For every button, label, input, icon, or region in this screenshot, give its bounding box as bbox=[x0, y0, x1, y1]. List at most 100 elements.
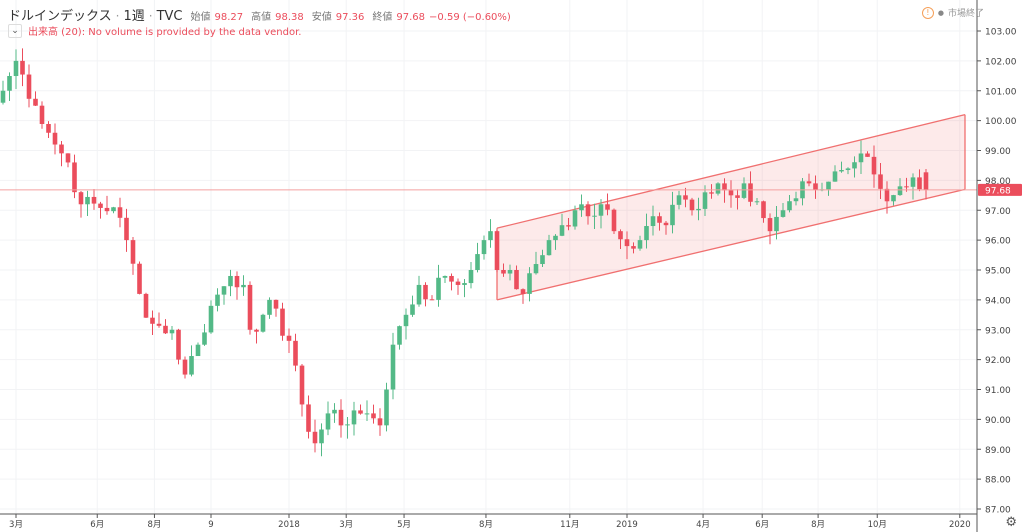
close-value: 97.68 bbox=[396, 12, 426, 23]
settings-gear-icon[interactable]: ⚙ bbox=[1005, 515, 1017, 530]
candle-body bbox=[527, 273, 532, 294]
volume-message: 出来高 (20): No volume is provided by the d… bbox=[28, 27, 302, 38]
source: TVC bbox=[156, 9, 183, 24]
candle-body bbox=[364, 413, 370, 415]
candle-body bbox=[644, 226, 649, 241]
candle-body bbox=[46, 123, 51, 133]
candle-body bbox=[832, 171, 838, 182]
candle-body bbox=[254, 329, 259, 332]
candle-body bbox=[676, 195, 682, 205]
time-tick-label: 3月 bbox=[339, 520, 353, 530]
price-tick-label: 103.00 bbox=[985, 28, 1017, 38]
candle-body bbox=[813, 183, 818, 191]
candle-body bbox=[507, 270, 513, 274]
candle-body bbox=[559, 225, 565, 236]
candle-body bbox=[260, 314, 266, 332]
candle-body bbox=[130, 240, 136, 264]
candle-body bbox=[247, 284, 253, 330]
candle-body bbox=[891, 195, 896, 202]
candle-body bbox=[33, 98, 38, 106]
time-tick-label: 8月 bbox=[479, 520, 493, 530]
candle-body bbox=[546, 240, 552, 256]
time-tick-label: 3月 bbox=[9, 520, 23, 530]
candle-body bbox=[754, 201, 760, 203]
candle-body bbox=[728, 190, 734, 196]
candle-body bbox=[26, 74, 32, 99]
candle-body bbox=[631, 246, 636, 249]
time-tick-label: 2018 bbox=[278, 520, 300, 530]
candle-body bbox=[637, 240, 643, 249]
last-price-label: 97.68 bbox=[985, 186, 1011, 196]
candle-body bbox=[423, 284, 428, 300]
status-dot-icon: ● bbox=[937, 8, 944, 17]
price-tick-label: 92.00 bbox=[985, 356, 1011, 366]
candle-body bbox=[767, 218, 773, 232]
candle-body bbox=[410, 304, 415, 315]
price-tick-label: 89.00 bbox=[985, 446, 1011, 456]
candle-body bbox=[85, 196, 90, 205]
candle-body bbox=[455, 281, 461, 285]
time-tick-label: 2019 bbox=[616, 520, 638, 530]
price-tick-label: 87.00 bbox=[985, 506, 1011, 516]
change-value: −0.59 (−0.60%) bbox=[429, 12, 511, 23]
candle-body bbox=[709, 192, 714, 194]
price-axis bbox=[977, 0, 1024, 532]
candle-body bbox=[436, 277, 441, 300]
candle-body bbox=[488, 231, 493, 241]
price-tick-label: 95.00 bbox=[985, 267, 1011, 277]
symbol-title: ドルインデックス bbox=[8, 9, 112, 24]
candle-body bbox=[442, 275, 448, 278]
candle-body bbox=[241, 284, 246, 288]
candle-body bbox=[923, 172, 929, 190]
candle-body bbox=[0, 90, 6, 103]
time-tick-label: 6月 bbox=[90, 520, 104, 530]
time-tick-label: 2020 bbox=[949, 520, 971, 530]
time-tick-label: 6月 bbox=[755, 520, 769, 530]
candle-body bbox=[78, 192, 84, 205]
candle-body bbox=[65, 153, 71, 163]
candle-body bbox=[371, 413, 376, 419]
collapse-toggle-button[interactable]: ⌄ bbox=[8, 23, 22, 38]
candle-body bbox=[137, 263, 142, 294]
candle-body bbox=[221, 286, 227, 295]
low-value: 97.36 bbox=[335, 12, 365, 23]
price-tick-label: 101.00 bbox=[985, 87, 1017, 97]
candle-body bbox=[208, 305, 214, 333]
interval[interactable]: 1週 bbox=[123, 9, 145, 24]
candle-body bbox=[397, 326, 402, 345]
candle-body bbox=[429, 299, 435, 301]
market-status-text: 市場終了 bbox=[947, 9, 984, 19]
candle-body bbox=[566, 225, 571, 227]
price-tick-label: 98.00 bbox=[985, 177, 1011, 187]
candle-body bbox=[39, 105, 45, 124]
market-status[interactable]: ! ● 市場終了 bbox=[921, 6, 984, 19]
candle-body bbox=[670, 204, 675, 226]
candle-body bbox=[624, 239, 630, 247]
candle-body bbox=[475, 254, 480, 270]
candle-body bbox=[735, 195, 740, 198]
candle-body bbox=[156, 323, 162, 326]
candle-body bbox=[98, 203, 103, 208]
candle-body bbox=[839, 170, 844, 172]
candle-body bbox=[195, 344, 201, 357]
candle-body bbox=[702, 192, 708, 209]
candle-body bbox=[748, 183, 753, 202]
candle-body bbox=[462, 283, 467, 285]
candle-body bbox=[299, 365, 305, 405]
time-axis bbox=[0, 514, 1024, 532]
candle-body bbox=[585, 204, 591, 217]
time-tick-label: 8月 bbox=[811, 520, 825, 530]
candle-body bbox=[7, 76, 12, 91]
candle-body bbox=[657, 216, 662, 223]
candle-body bbox=[917, 177, 922, 190]
candle-body bbox=[59, 144, 64, 154]
candle-body bbox=[806, 181, 812, 184]
time-tick-label: 5月 bbox=[397, 520, 411, 530]
candle-body bbox=[715, 183, 721, 194]
candle-body bbox=[793, 198, 799, 202]
candle-body bbox=[722, 183, 727, 191]
candle-body bbox=[202, 332, 207, 345]
candle-body bbox=[845, 168, 851, 171]
candle-body bbox=[780, 210, 786, 217]
